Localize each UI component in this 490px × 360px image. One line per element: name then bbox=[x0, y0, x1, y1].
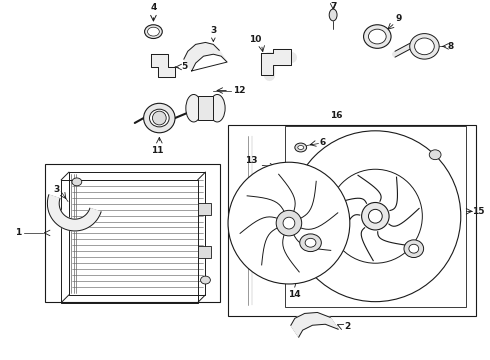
Circle shape bbox=[276, 210, 302, 236]
Text: 3: 3 bbox=[210, 26, 217, 41]
Ellipse shape bbox=[410, 33, 439, 59]
Ellipse shape bbox=[305, 238, 316, 247]
Text: 7: 7 bbox=[330, 1, 336, 10]
Ellipse shape bbox=[295, 143, 307, 152]
Ellipse shape bbox=[209, 94, 225, 122]
Bar bbox=[228, 125, 475, 316]
Text: 15: 15 bbox=[471, 207, 484, 216]
Circle shape bbox=[328, 169, 422, 263]
Circle shape bbox=[368, 210, 382, 223]
Ellipse shape bbox=[149, 109, 169, 127]
Circle shape bbox=[228, 162, 350, 284]
Text: 9: 9 bbox=[396, 14, 402, 23]
Ellipse shape bbox=[429, 150, 441, 159]
Ellipse shape bbox=[329, 9, 337, 21]
Ellipse shape bbox=[200, 276, 210, 284]
Text: 6: 6 bbox=[319, 138, 325, 147]
Polygon shape bbox=[291, 312, 338, 337]
Bar bbox=[197, 96, 213, 120]
Bar bbox=[197, 246, 211, 258]
Text: 4: 4 bbox=[150, 3, 157, 12]
Text: 13: 13 bbox=[245, 156, 258, 165]
Ellipse shape bbox=[298, 145, 304, 149]
Text: 5: 5 bbox=[181, 63, 187, 72]
Circle shape bbox=[283, 217, 295, 229]
Circle shape bbox=[290, 131, 461, 302]
Text: 10: 10 bbox=[249, 35, 262, 44]
Ellipse shape bbox=[364, 25, 391, 48]
Bar bbox=[285, 126, 466, 307]
Polygon shape bbox=[151, 54, 175, 77]
Ellipse shape bbox=[404, 240, 424, 257]
Ellipse shape bbox=[409, 244, 418, 253]
Text: 8: 8 bbox=[447, 42, 453, 51]
Text: 12: 12 bbox=[233, 86, 245, 95]
Circle shape bbox=[362, 202, 389, 230]
Ellipse shape bbox=[186, 94, 201, 122]
Ellipse shape bbox=[72, 178, 82, 186]
Ellipse shape bbox=[368, 29, 386, 44]
Polygon shape bbox=[262, 49, 291, 75]
Ellipse shape bbox=[415, 38, 434, 55]
Text: 11: 11 bbox=[151, 145, 164, 154]
Ellipse shape bbox=[300, 234, 321, 252]
Text: 14: 14 bbox=[288, 290, 300, 299]
Ellipse shape bbox=[147, 27, 159, 36]
Bar bbox=[46, 164, 220, 302]
Text: 16: 16 bbox=[330, 111, 343, 120]
Bar bbox=[197, 203, 211, 215]
Circle shape bbox=[152, 111, 166, 125]
Polygon shape bbox=[184, 42, 227, 71]
Polygon shape bbox=[48, 195, 101, 231]
Text: 1: 1 bbox=[15, 229, 21, 238]
Text: 3: 3 bbox=[53, 185, 59, 194]
Ellipse shape bbox=[145, 25, 162, 39]
Text: 2: 2 bbox=[344, 322, 350, 331]
Ellipse shape bbox=[144, 103, 175, 133]
